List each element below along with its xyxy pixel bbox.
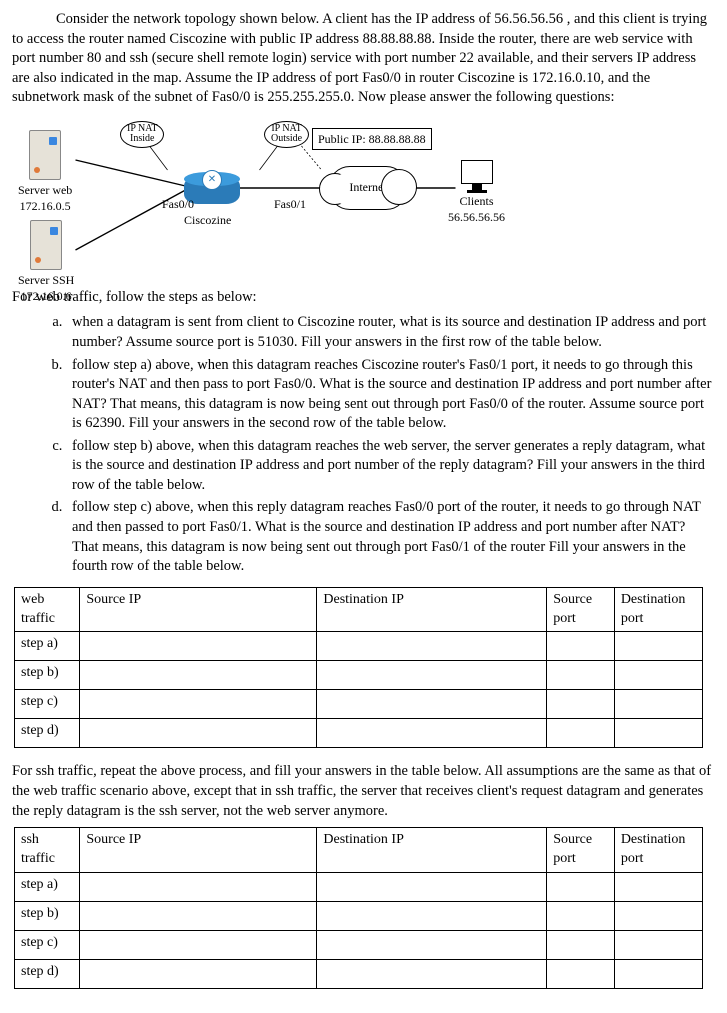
clients-label: Clients <box>448 193 505 209</box>
router-name-label: Ciscozine <box>184 212 231 228</box>
nat-outside-l2: Outside <box>271 133 302 144</box>
table-row: step c) <box>15 930 80 959</box>
nat-inside-l2: Inside <box>130 133 154 144</box>
intro-paragraph: Consider the network topology shown belo… <box>12 10 715 108</box>
table-row: step d) <box>15 959 80 988</box>
ssh-paragraph: For ssh traffic, repeat the above proces… <box>12 762 715 821</box>
nat-outside-l1: IP NAT <box>271 123 301 134</box>
table-row: step b) <box>15 661 80 690</box>
fas00-label: Fas0/0 <box>162 196 194 212</box>
server-web-ip: 172.16.0.5 <box>18 198 72 214</box>
table-row: step b) <box>15 901 80 930</box>
ssh-table-name: ssh traffic <box>15 828 80 873</box>
public-ip-box: Public IP: 88.88.88.88 <box>312 128 432 150</box>
col-dest-ip: Destination IP <box>317 587 547 632</box>
server-ssh-node: Server SSH 172.16.0.6 <box>18 220 74 304</box>
web-steps-heading: For web traffic, follow the steps as bel… <box>12 288 715 308</box>
col-dest-port: Destination port <box>614 587 702 632</box>
server-ssh-ip: 172.16.0.6 <box>18 288 74 304</box>
server-icon <box>30 220 62 270</box>
server-web-node: Server web 172.16.0.5 <box>18 130 72 214</box>
router-badge-icon: ✕ <box>202 170 222 190</box>
network-diagram: Server web 172.16.0.5 Server SSH 172.16.… <box>12 118 715 278</box>
nat-inside-l1: IP NAT <box>127 123 157 134</box>
internet-label: Internet <box>329 179 407 195</box>
monitor-icon <box>461 160 493 184</box>
nat-outside-label: IP NAT Outside <box>264 121 309 148</box>
col-dest-ip: Destination IP <box>317 828 547 873</box>
col-dest-port: Destination port <box>614 828 702 873</box>
internet-cloud-icon: Internet <box>328 166 408 210</box>
server-ssh-label: Server SSH <box>18 272 74 288</box>
step-b: follow step a) above, when this datagram… <box>66 356 715 434</box>
server-web-label: Server web <box>18 182 72 198</box>
nat-inside-label: IP NAT Inside <box>120 121 164 148</box>
table-row: step c) <box>15 690 80 719</box>
server-icon <box>29 130 61 180</box>
col-source-ip: Source IP <box>80 587 317 632</box>
table-row: step a) <box>15 632 80 661</box>
col-source-ip: Source IP <box>80 828 317 873</box>
step-c: follow step b) above, when this datagram… <box>66 437 715 496</box>
web-traffic-table: web traffic Source IP Destination IP Sou… <box>14 587 703 749</box>
table-row: step d) <box>15 719 80 748</box>
client-ip: 56.56.56.56 <box>448 209 505 225</box>
col-source-port: Source port <box>547 828 615 873</box>
col-source-port: Source port <box>547 587 615 632</box>
step-a: when a datagram is sent from client to C… <box>66 313 715 352</box>
web-table-name: web traffic <box>15 587 80 632</box>
fas01-label: Fas0/1 <box>274 196 306 212</box>
client-node: Clients 56.56.56.56 <box>448 160 505 225</box>
step-d: follow step c) above, when this reply da… <box>66 498 715 576</box>
web-steps-list: when a datagram is sent from client to C… <box>12 313 715 576</box>
table-row: step a) <box>15 872 80 901</box>
ssh-traffic-table: ssh traffic Source IP Destination IP Sou… <box>14 827 703 989</box>
